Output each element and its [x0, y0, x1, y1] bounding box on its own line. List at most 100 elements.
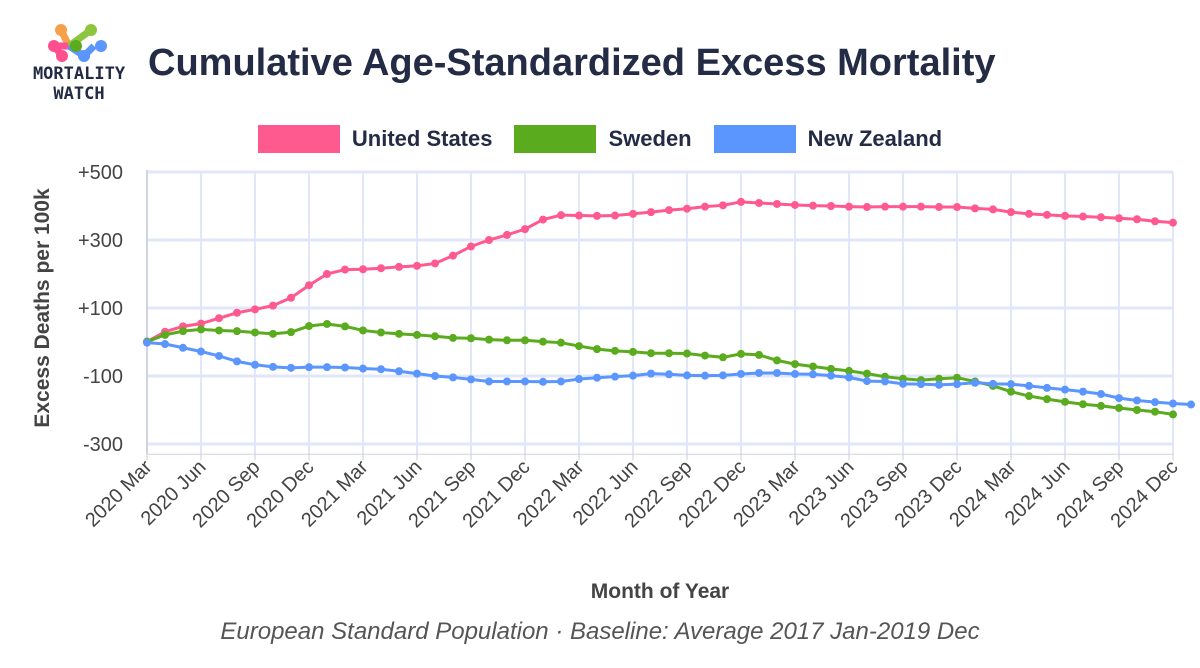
data-point-sweden: [485, 335, 493, 344]
data-point-united-states: [971, 204, 979, 213]
data-point-sweden: [737, 349, 745, 358]
data-point-sweden: [449, 333, 457, 342]
data-point-united-states: [629, 209, 637, 218]
data-point-new-zealand: [1007, 380, 1015, 389]
data-point-united-states: [1097, 213, 1105, 222]
data-point-united-states: [269, 301, 277, 310]
data-point-united-states: [791, 200, 799, 209]
data-point-new-zealand: [233, 357, 241, 366]
data-point-united-states: [251, 305, 259, 314]
data-point-sweden: [323, 319, 331, 328]
data-point-united-states: [449, 251, 457, 260]
data-point-united-states: [935, 203, 943, 212]
data-point-sweden: [827, 364, 835, 373]
data-point-sweden: [755, 350, 763, 359]
data-point-united-states: [881, 202, 889, 211]
data-point-new-zealand: [557, 377, 565, 386]
data-point-united-states: [701, 202, 709, 211]
legend-item-new-zealand[interactable]: New Zealand: [713, 125, 942, 153]
data-point-new-zealand: [899, 379, 907, 388]
data-point-sweden: [413, 330, 421, 339]
data-point-sweden: [629, 347, 637, 356]
data-point-united-states: [521, 225, 529, 234]
chart-title: Cumulative Age-Standardized Excess Morta…: [148, 42, 996, 84]
data-point-sweden: [539, 337, 547, 346]
data-point-sweden: [1061, 397, 1069, 406]
y-tick-label: -300: [83, 434, 123, 456]
data-point-new-zealand: [1187, 400, 1195, 409]
data-point-sweden: [359, 326, 367, 335]
data-point-new-zealand: [305, 363, 313, 372]
data-point-new-zealand: [287, 363, 295, 372]
data-point-new-zealand: [1061, 385, 1069, 394]
data-point-new-zealand: [647, 369, 655, 378]
data-point-new-zealand: [593, 373, 601, 382]
data-point-united-states: [233, 308, 241, 317]
chart-caption: European Standard Population · Baseline:…: [220, 618, 980, 645]
logo-text-line2: WATCH: [53, 84, 105, 104]
data-point-sweden: [251, 328, 259, 337]
data-point-new-zealand: [323, 363, 331, 372]
data-point-sweden: [1133, 406, 1141, 414]
data-point-united-states: [611, 211, 619, 220]
mortality-watch-logo: MORTALITY WATCH: [14, 18, 144, 108]
data-point-new-zealand: [197, 347, 205, 356]
data-point-sweden: [467, 334, 475, 343]
data-point-sweden: [845, 366, 853, 375]
data-point-new-zealand: [449, 373, 457, 382]
series-line-united-states: [146, 200, 1174, 343]
data-point-new-zealand: [251, 360, 259, 369]
data-point-sweden: [431, 332, 439, 341]
data-point-united-states: [647, 208, 655, 217]
data-point-united-states: [1133, 215, 1141, 224]
data-point-united-states: [755, 198, 763, 207]
data-point-united-states: [737, 197, 745, 206]
data-point-united-states: [845, 202, 853, 211]
data-point-united-states: [215, 314, 223, 323]
data-point-new-zealand: [1169, 399, 1177, 408]
data-point-new-zealand: [467, 375, 475, 384]
data-point-new-zealand: [845, 373, 853, 382]
data-point-new-zealand: [1025, 381, 1033, 390]
legend-item-united-states[interactable]: United States: [257, 125, 492, 153]
data-point-united-states: [395, 262, 403, 271]
data-point-sweden: [377, 328, 385, 337]
data-point-sweden: [287, 328, 295, 337]
legend-swatch: [713, 125, 796, 153]
data-point-united-states: [1043, 210, 1051, 219]
data-point-new-zealand: [395, 367, 403, 376]
data-point-sweden: [1097, 401, 1105, 410]
data-point-united-states: [467, 242, 475, 251]
data-point-new-zealand: [881, 377, 889, 386]
logo-molecule-icon: [48, 24, 107, 62]
data-point-united-states: [989, 205, 997, 214]
data-point-new-zealand: [1043, 383, 1051, 392]
data-point-united-states: [773, 199, 781, 208]
data-point-sweden: [341, 322, 349, 331]
data-point-new-zealand: [1151, 398, 1159, 407]
data-point-sweden: [1151, 407, 1159, 416]
data-point-united-states: [1169, 218, 1177, 227]
data-point-new-zealand: [665, 370, 673, 379]
legend-item-sweden[interactable]: Sweden: [514, 125, 692, 153]
data-point-united-states: [917, 202, 925, 211]
data-point-new-zealand: [971, 378, 979, 387]
data-point-united-states: [1151, 217, 1159, 226]
data-point-sweden: [269, 329, 277, 338]
data-point-sweden: [719, 353, 727, 362]
y-tick-label: +500: [78, 162, 123, 184]
data-point-united-states: [827, 202, 835, 210]
data-point-united-states: [899, 202, 907, 211]
data-point-united-states: [1025, 209, 1033, 218]
data-point-sweden: [1115, 403, 1123, 412]
legend-swatch: [257, 125, 340, 153]
data-point-sweden: [935, 374, 943, 383]
data-point-new-zealand: [809, 370, 817, 379]
data-point-new-zealand: [269, 362, 277, 371]
data-point-united-states: [359, 265, 367, 274]
data-point-united-states: [377, 264, 385, 273]
data-point-new-zealand: [719, 371, 727, 380]
data-point-new-zealand: [161, 340, 169, 349]
data-point-united-states: [287, 293, 295, 302]
